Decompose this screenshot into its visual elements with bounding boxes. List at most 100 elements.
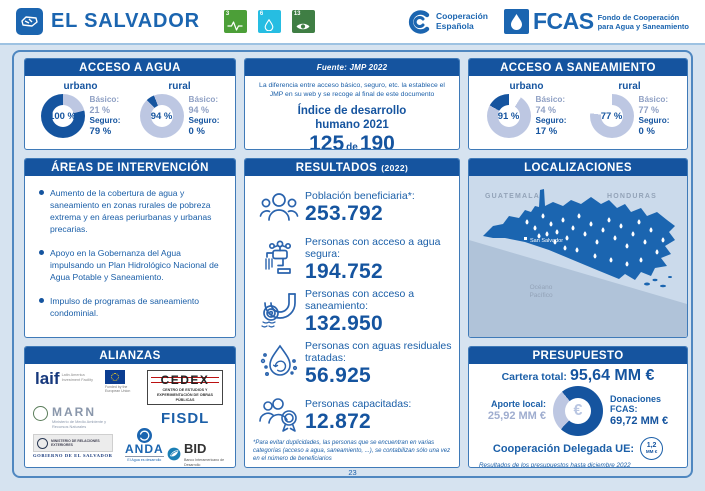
sdg-13-badge: 13	[291, 10, 315, 33]
location-marker-icon	[575, 247, 579, 253]
cartera-value: 95,64 MM €	[569, 367, 655, 384]
idh-total: 190	[359, 131, 395, 150]
capital-dot	[524, 237, 527, 240]
ue-value: 1,2	[646, 442, 657, 450]
seguro-label: Seguro:	[188, 115, 220, 125]
cedex-desc: CENTRO DE ESTUDIOS Y EXPERIMENTACIÓN DE …	[156, 388, 214, 402]
rural-donut-chart: 94 %	[139, 94, 184, 138]
presupuesto-title: PRESUPUESTO	[532, 349, 624, 362]
people-icon	[253, 190, 305, 224]
sdg-number: 3	[225, 11, 230, 17]
alianzas-title: ALIANZAS	[99, 349, 161, 362]
result-row: Personas capacitadas: 12.872	[253, 389, 453, 441]
el-salvador-map: San Salvador GUATEMALA HONDURAS Océano P…	[469, 176, 687, 337]
donut-center-value: 94 %	[150, 110, 173, 122]
pacific-ocean	[469, 240, 687, 337]
donut-group-urbano: urbano 100 % Básico: 21 % Seguro: 79 %	[40, 78, 121, 138]
bid-name: BID	[184, 441, 207, 456]
fcas-name-line2: para Agua y Saneamiento	[597, 21, 689, 31]
result-value: 56.925	[305, 364, 372, 388]
location-marker-icon	[537, 233, 541, 239]
basico-value: 21 %	[89, 104, 111, 115]
result-value: 253.792	[305, 202, 384, 226]
saneamiento-donut-groups: urbano 91 % Básico: 74 % Seguro: 17 % ru…	[469, 76, 687, 138]
result-value: 132.950	[305, 312, 384, 336]
acceso-saneamiento-header: ACCESO A SANEAMIENTO	[469, 59, 687, 76]
alianzas-logos: laif Latin America Investment Facility Fu…	[25, 364, 235, 467]
bid-logo: BID Banco Interamericano de Desarrollo	[167, 440, 226, 467]
cartera-total: Cartera total: 95,64 MM €	[477, 367, 679, 385]
area-bullet: Apoyo en la Gobernanza del Agua impulsan…	[39, 247, 225, 283]
seguro-value: 79 %	[89, 125, 112, 137]
agua-donut-groups: urbano 100 % Básico: 21 % Seguro: 79 % r…	[25, 76, 235, 138]
fcas-name: Fondo de Cooperación para Agua y Saneami…	[598, 13, 689, 31]
seguro-label: Seguro:	[89, 115, 121, 125]
location-marker-icon	[583, 231, 587, 237]
presupuesto-footnote: Resultados de los presupuestos hasta dic…	[479, 462, 631, 468]
result-label: Personas con acceso a agua segura:	[305, 235, 441, 260]
anda-tagline: El Agua es desarrollo	[125, 456, 164, 462]
rural-donut-chart: 77 %	[589, 94, 634, 138]
cedex-logo: CEDEX CENTRO DE ESTUDIOS Y EXPERIMENTACI…	[147, 370, 223, 406]
location-marker-icon	[561, 217, 565, 223]
result-row: Personas con aguas residuales tratadas: …	[253, 337, 453, 389]
urbano-donut-chart: 100 %	[40, 94, 85, 138]
gobierno-logo: MINISTERIO DE RELACIONES EXTERIORES GOBI…	[33, 434, 113, 458]
basico-label: Básico:	[188, 95, 219, 105]
area-label: rural	[618, 81, 641, 92]
location-marker-icon	[555, 229, 559, 235]
gobierno-name: GOBIERNO DE EL SALVADOR	[33, 453, 113, 458]
eu-caption: Funded by the European Union	[105, 385, 131, 394]
basico-label: Básico:	[89, 95, 120, 105]
idh-label-line2: humano 2021	[315, 118, 389, 131]
alianzas-card: ALIANZAS laif Latin America Investment Fa…	[24, 346, 236, 468]
cooperacion-text: Cooperación Española	[436, 11, 488, 32]
cooperacion-c-icon	[408, 9, 430, 34]
donut-group-urbano: urbano 91 % Básico: 74 % Seguro: 17 %	[486, 78, 566, 138]
presupuesto-card: PRESUPUESTO Cartera total: 95,64 MM € Apo…	[468, 346, 688, 468]
result-value: 194.752	[305, 260, 384, 284]
areas-intervencion-card: ÁREAS DE INTERVENCIÓN Aumento de la cobe…	[24, 158, 236, 338]
el-salvador-shape	[483, 189, 675, 280]
laif-logo: laif Latin America Investment Facility	[35, 370, 94, 389]
location-marker-icon	[595, 239, 599, 245]
location-marker-icon	[639, 257, 643, 263]
sdg-3-badge: 3	[223, 10, 247, 33]
location-marker-icon	[631, 231, 635, 237]
idh-value: 125 de190	[245, 131, 459, 150]
presupuesto-donut-chart: €	[553, 386, 603, 436]
location-marker-icon	[533, 225, 537, 231]
idh-rank: 125	[309, 131, 345, 150]
area-label: rural	[168, 81, 191, 92]
island	[644, 282, 650, 286]
result-label: Personas capacitadas:	[305, 397, 412, 410]
acceso-saneamiento-title: ACCESO A SANEAMIENTO	[500, 61, 656, 74]
page-number: 23	[348, 468, 357, 477]
aporte-local: Aporte local: 25,92 MM €	[488, 399, 546, 423]
donut-center-value: 91 %	[497, 110, 520, 122]
page-header: EL SALVADOR 3 6 13 Cooperación Española …	[0, 0, 705, 43]
island	[660, 284, 666, 288]
marn-logo: MARN Ministerio de Medio Ambiente y Recu…	[33, 406, 114, 429]
donut-center-value: 77 %	[600, 110, 623, 122]
location-marker-icon	[571, 225, 575, 231]
acceso-agua-header: ACCESO A AGUA	[25, 59, 235, 76]
ocean-label-2: Pacífico	[529, 292, 553, 299]
marn-desc: Ministerio de Medio Ambiente y Recursos …	[52, 419, 107, 430]
basico-label: Básico:	[535, 95, 566, 105]
sdg-icons: 3 6 13	[223, 10, 315, 33]
euro-symbol: €	[573, 402, 583, 419]
location-marker-icon	[637, 219, 641, 225]
pipe-icon	[253, 291, 305, 331]
ue-label: Cooperación Delegada UE:	[492, 442, 635, 455]
donaciones-fcas: Donaciones FCAS: 69,72 MM €	[610, 394, 668, 429]
location-marker-icon	[607, 217, 611, 223]
country-title: EL SALVADOR	[51, 10, 200, 32]
seguro-value: 0 %	[188, 125, 205, 137]
basico-value: 94 %	[188, 104, 210, 115]
ue-amount-badge: 1,2 MM €	[640, 437, 664, 460]
location-marker-icon	[563, 245, 567, 251]
donut-group-rural: rural 77 % Básico: 77 % Seguro: 0 %	[589, 78, 669, 138]
location-marker-icon	[643, 239, 647, 245]
